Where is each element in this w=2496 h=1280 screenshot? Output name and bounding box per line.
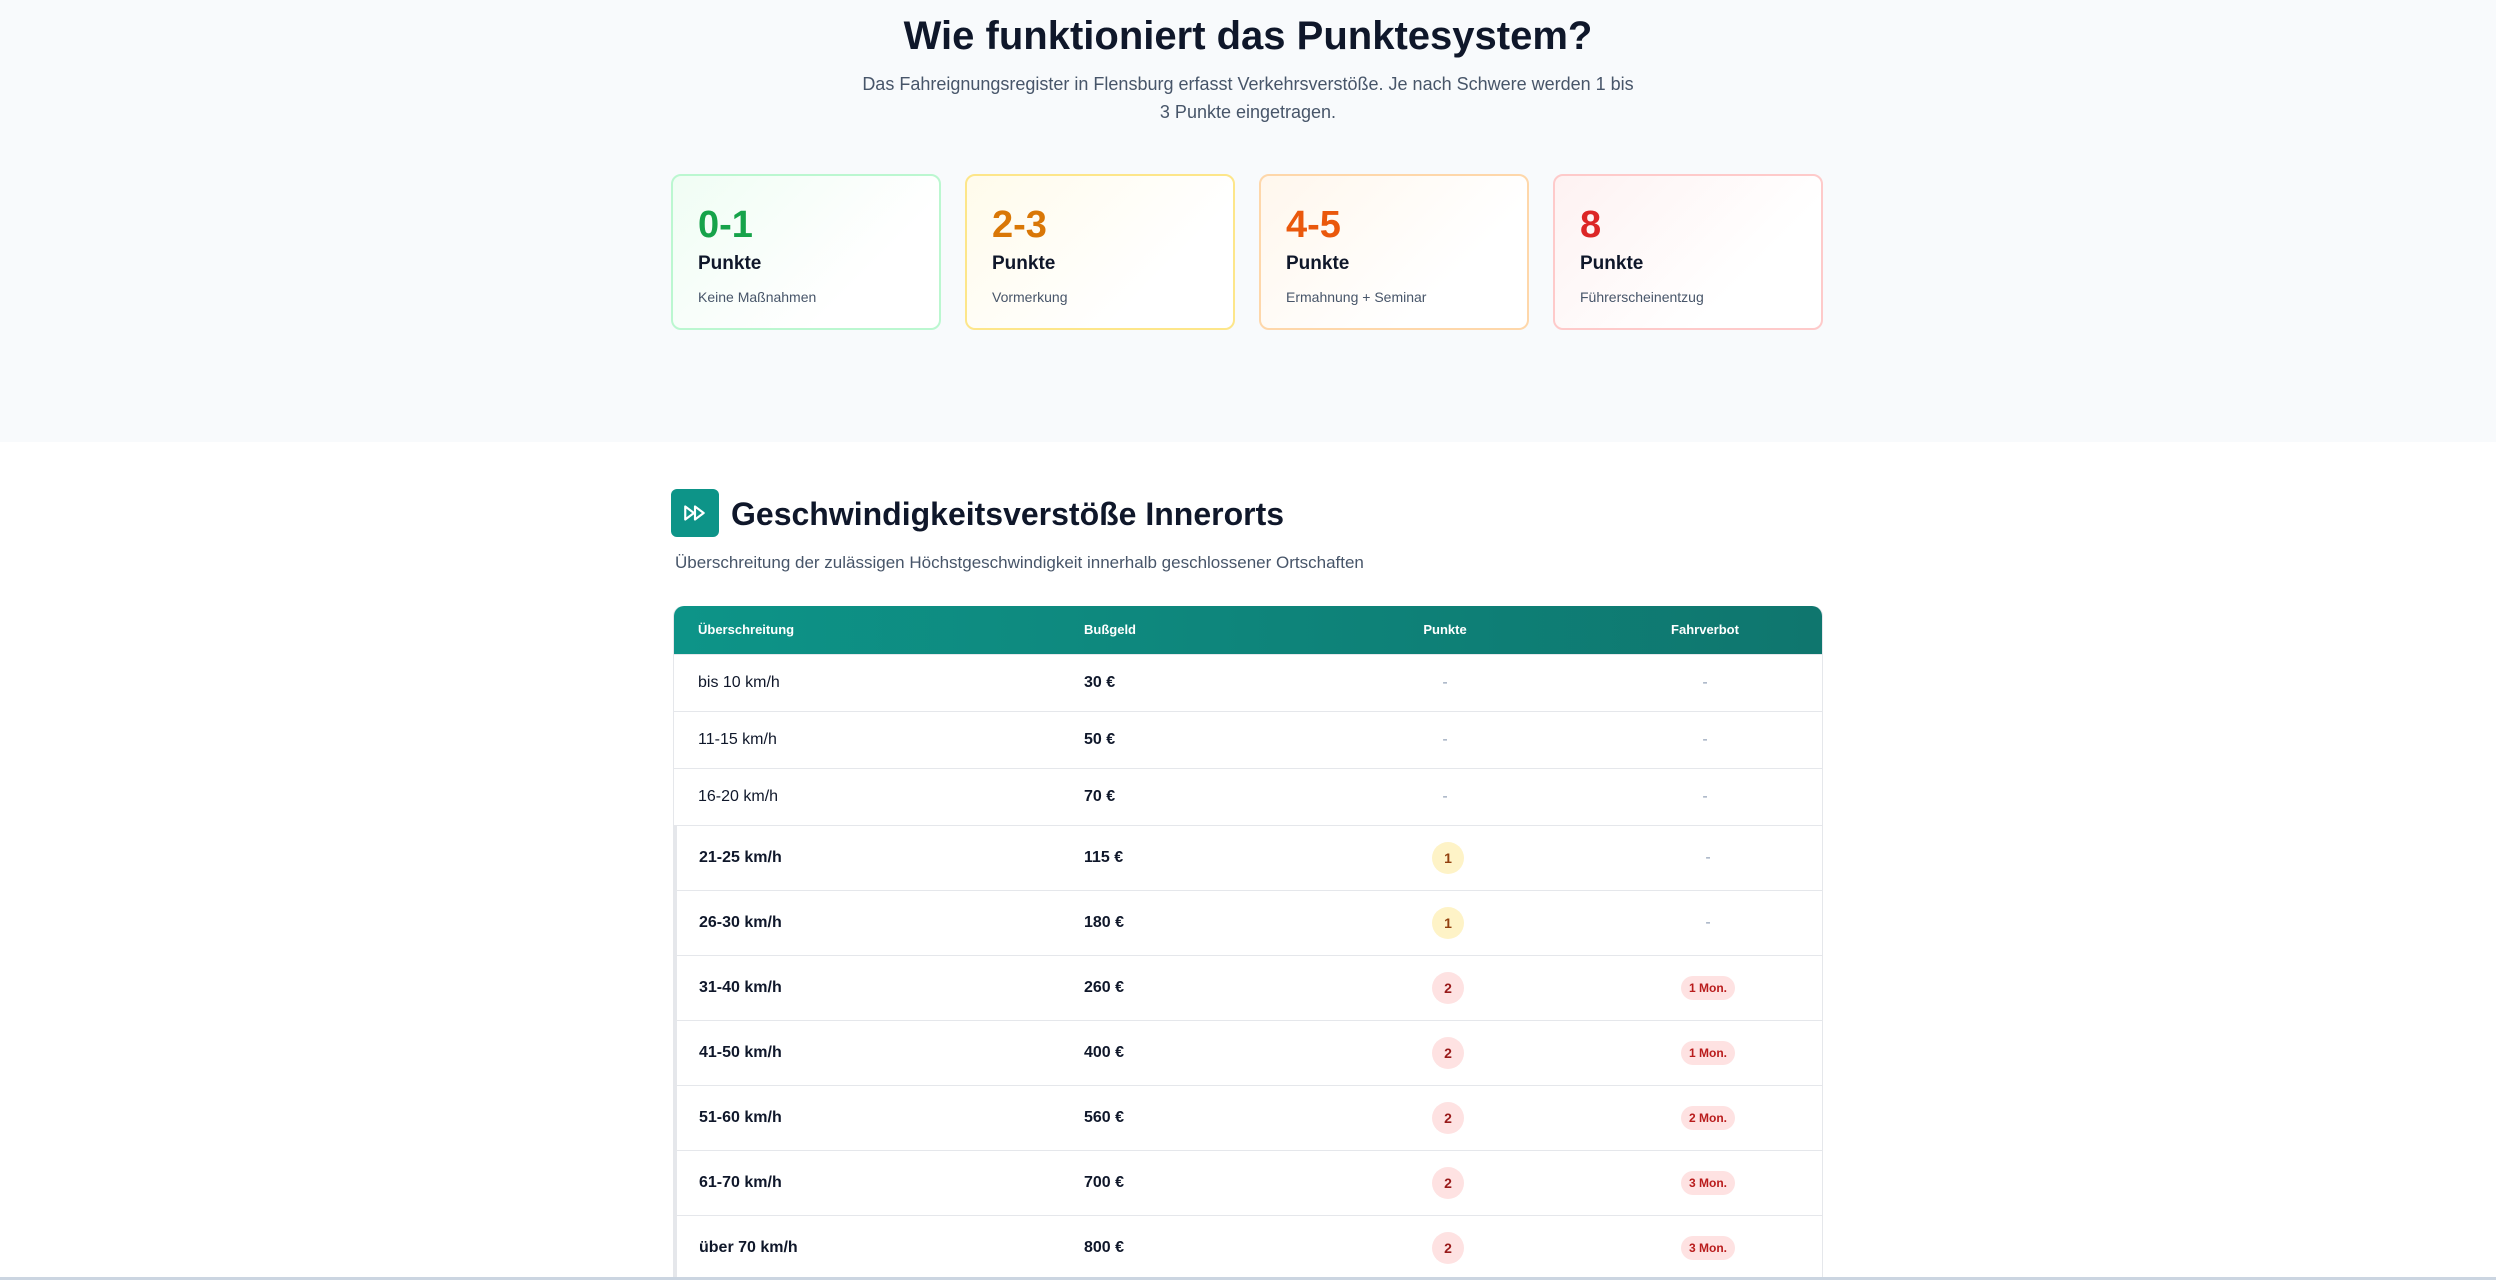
table-row: über 70 km/h 800 € 2 3 Mon. <box>673 1215 1822 1280</box>
level-desc: Vormerkung <box>992 289 1068 305</box>
speed-cell: 41-50 km/h <box>699 1044 782 1061</box>
fine-cell: 50 € <box>1084 731 1116 748</box>
level-range: 8 <box>1580 204 1602 246</box>
level-unit: Punkte <box>698 253 762 274</box>
speed-cell: 61-70 km/h <box>699 1174 782 1191</box>
points-cell: - <box>1442 731 1448 748</box>
fine-cell: 180 € <box>1084 914 1125 931</box>
table-row: 31-40 km/h 260 € 2 1 Mon. <box>673 955 1822 1020</box>
fine-cell: 70 € <box>1084 788 1116 805</box>
level-range: 4-5 <box>1286 204 1341 246</box>
section-title: Geschwindigkeitsverstöße Innerorts <box>731 496 1285 532</box>
points-cell: - <box>1442 674 1448 691</box>
driving-ban-badge: 1 Mon. <box>1681 1040 1735 1065</box>
table-header: Überschreitung Bußgeld Punkte Fahrverbot <box>674 606 1822 654</box>
speed-cell: 31-40 km/h <box>699 979 782 996</box>
header-speed: Überschreitung <box>698 622 795 637</box>
points-badge: 1 <box>1432 906 1464 939</box>
level-range: 2-3 <box>992 204 1047 246</box>
table-row: 16-20 km/h 70 € - - <box>674 768 1822 825</box>
header-fine: Bußgeld <box>1084 622 1136 637</box>
fine-cell: 560 € <box>1084 1109 1125 1126</box>
driving-ban-badge: 3 Mon. <box>1681 1170 1735 1195</box>
intro-title: Wie funktioniert das Punktesystem? <box>903 14 1593 58</box>
speed-cell: über 70 km/h <box>699 1239 798 1256</box>
points-badge: 2 <box>1432 971 1464 1004</box>
speed-cell: 51-60 km/h <box>699 1109 782 1126</box>
points-badge: 2 <box>1432 1166 1464 1199</box>
intro-subtitle: Das Fahreignungsregister in Flensburg er… <box>862 74 1634 122</box>
speed-cell: 21-25 km/h <box>699 849 782 866</box>
points-system-intro: Wie funktioniert das Punktesystem? Das F… <box>0 0 2496 442</box>
level-card-4-5: 4-5 Punkte Ermahnung + Seminar <box>1259 174 1529 330</box>
table-row: bis 10 km/h 30 € - - <box>674 654 1822 711</box>
speed-cell: bis 10 km/h <box>698 674 780 691</box>
fine-cell: 700 € <box>1084 1174 1125 1191</box>
ban-cell: - <box>1705 849 1711 866</box>
driving-ban-badge: 3 Mon. <box>1681 1235 1735 1260</box>
points-badge: 2 <box>1432 1101 1464 1134</box>
fines-table: Überschreitung Bußgeld Punkte Fahrverbot… <box>673 606 1823 1280</box>
ban-cell: - <box>1702 674 1708 691</box>
level-card-0-1: 0-1 Punkte Keine Maßnahmen <box>671 174 941 330</box>
ban-cell: - <box>1705 914 1711 931</box>
table-row: 11-15 km/h 50 € - - <box>674 711 1822 768</box>
level-card-2-3: 2-3 Punkte Vormerkung <box>965 174 1235 330</box>
fine-cell: 400 € <box>1084 1044 1125 1061</box>
viewport-bottom-edge <box>0 1277 2496 1280</box>
header-points: Punkte <box>1423 622 1467 637</box>
points-cell: - <box>1442 788 1448 805</box>
table-row: 41-50 km/h 400 € 2 1 Mon. <box>673 1020 1822 1085</box>
table-row: 51-60 km/h 560 € 2 2 Mon. <box>673 1085 1822 1150</box>
table-row: 26-30 km/h 180 € 1 - <box>673 890 1822 955</box>
level-range: 0-1 <box>698 204 753 246</box>
speed-cell: 26-30 km/h <box>699 914 782 931</box>
fine-cell: 260 € <box>1084 979 1125 996</box>
points-badge: 2 <box>1432 1036 1464 1069</box>
level-unit: Punkte <box>1286 253 1350 274</box>
speed-cell: 16-20 km/h <box>698 788 779 805</box>
ban-cell: - <box>1702 788 1708 805</box>
points-badge: 1 <box>1432 841 1464 874</box>
fine-cell: 115 € <box>1084 849 1124 866</box>
ban-cell: - <box>1702 731 1708 748</box>
fine-cell: 800 € <box>1084 1239 1125 1256</box>
table-row: 21-25 km/h 115 € 1 - <box>673 825 1822 890</box>
level-desc: Ermahnung + Seminar <box>1286 289 1427 305</box>
speed-cell: 11-15 km/h <box>698 731 777 748</box>
fine-cell: 30 € <box>1084 674 1116 691</box>
level-unit: Punkte <box>992 253 1056 274</box>
level-unit: Punkte <box>1580 253 1644 274</box>
level-desc: Keine Maßnahmen <box>698 289 817 305</box>
table-row: 61-70 km/h 700 € 2 3 Mon. <box>673 1150 1822 1215</box>
level-desc: Führerscheinentzug <box>1580 289 1704 305</box>
fast-forward-icon <box>671 489 719 537</box>
header-ban: Fahrverbot <box>1671 622 1739 637</box>
driving-ban-badge: 2 Mon. <box>1681 1105 1735 1130</box>
points-badge: 2 <box>1432 1231 1464 1264</box>
driving-ban-badge: 1 Mon. <box>1681 975 1735 1000</box>
level-card-8: 8 Punkte Führerscheinentzug <box>1553 174 1823 330</box>
section-subtitle: Überschreitung der zulässigen Höchstgesc… <box>675 553 1364 572</box>
